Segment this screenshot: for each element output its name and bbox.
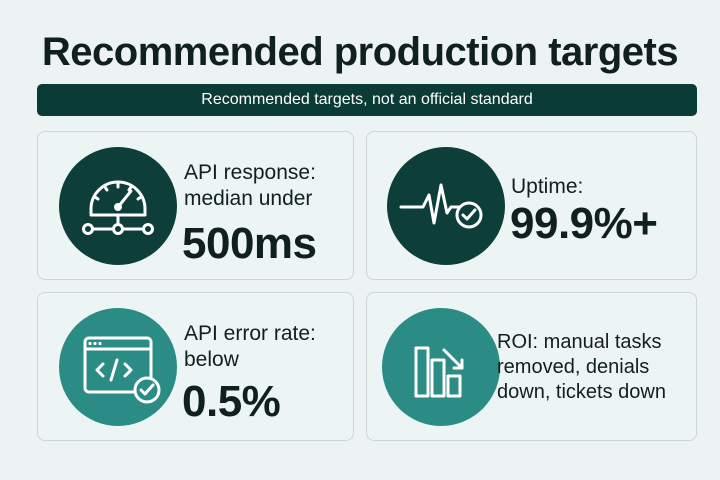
page-title: Recommended production targets <box>41 30 679 74</box>
api-error-rate-label: API error rate: below <box>184 322 316 371</box>
uptime-value: 99.9%+ <box>510 199 658 248</box>
roi-label: ROI: manual tasks removed, denials down,… <box>497 331 666 403</box>
roi-card: ROI: manual tasks removed, denials down,… <box>366 292 697 441</box>
declining-bars-icon <box>382 308 500 426</box>
heartbeat-check-icon <box>387 147 505 265</box>
speedometer-icon <box>59 147 177 265</box>
api-error-rate-value: 0.5% <box>182 377 281 426</box>
api-response-card: API response: median under 500ms <box>37 131 354 280</box>
code-window-check-icon <box>59 308 177 426</box>
disclaimer-banner: Recommended targets, not an official sta… <box>37 84 697 116</box>
uptime-card: Uptime: 99.9%+ <box>366 131 697 280</box>
api-response-value: 500ms <box>182 219 317 268</box>
uptime-label: Uptime: <box>511 175 584 198</box>
api-error-rate-card: API error rate: below 0.5% <box>37 292 354 441</box>
api-response-label: API response: median under <box>184 161 316 210</box>
